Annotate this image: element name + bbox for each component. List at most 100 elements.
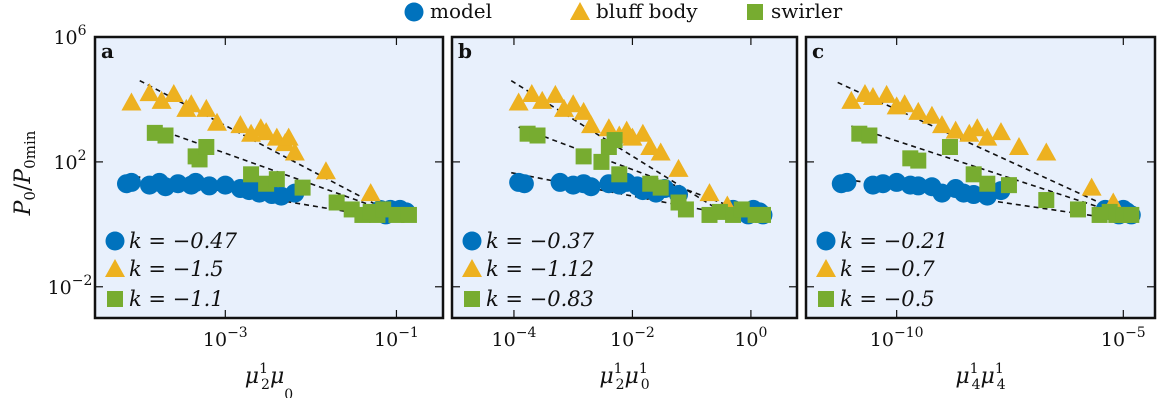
data-point — [241, 123, 262, 142]
data-point — [650, 142, 671, 161]
x-label-sup2: 1 — [639, 361, 648, 377]
legend-label-model: model — [430, 0, 492, 23]
data-point — [593, 153, 610, 170]
x-tick-label-2-exp: 0 — [759, 325, 768, 341]
legend-item-swirler: swirler — [747, 0, 843, 23]
x-tick-label-1: 10−2 — [610, 325, 655, 351]
svg-text:P0/P0min: P0/P0min — [11, 130, 39, 216]
x-label-mu: μ — [955, 364, 969, 389]
x-tick-label-1-base: 10 — [374, 329, 398, 351]
data-point — [921, 105, 942, 124]
k-label-marker — [107, 291, 123, 307]
x-label-mu2: μ — [625, 364, 639, 389]
x-tick-label-0: 10−10 — [870, 325, 924, 351]
data-point — [711, 203, 728, 220]
panel-a: 10−3 10−1ak = −0.47k = −1.5k = −1.1μ1 2μ0 — [93, 35, 445, 398]
data-point — [581, 115, 602, 134]
data-point — [278, 127, 299, 146]
axis-ticks — [95, 36, 443, 318]
x-tick-label-0-base: 10 — [492, 329, 516, 351]
x-label-mu2: μ — [270, 364, 284, 389]
y-tick-label-2: 106 — [53, 23, 86, 49]
y-label-slash: / — [11, 183, 36, 191]
data-point — [191, 151, 208, 168]
legend-marker-model — [404, 2, 424, 22]
data-point — [121, 92, 142, 111]
series-swirler — [519, 125, 771, 223]
data-point — [199, 176, 219, 196]
x-label-sup1: 1 — [970, 361, 979, 377]
data-point — [908, 176, 928, 196]
data-point — [508, 92, 529, 111]
x-tick-label-1-base: 10 — [610, 329, 634, 351]
data-point — [837, 172, 857, 192]
k-label-swirler: k = −1.1 — [107, 287, 224, 311]
x-tick-label-1-base: 10 — [1101, 329, 1125, 351]
data-point — [990, 122, 1011, 141]
data-point — [181, 94, 202, 113]
data-point — [328, 194, 345, 211]
x-tick-label-0-exp: −4 — [516, 325, 537, 341]
x-label-mu: μ — [245, 364, 259, 389]
data-point — [151, 90, 172, 109]
fit-line-bluff-body — [837, 81, 1136, 220]
panel-letter: a — [101, 39, 114, 63]
data-point — [215, 175, 235, 195]
x-label-sub2: 4 — [997, 377, 1006, 393]
x-tick-label-0-exp: −3 — [227, 325, 248, 341]
axis-ticks — [452, 36, 797, 318]
data-point — [121, 172, 141, 192]
panel-frame — [804, 35, 1157, 320]
x-axis-label: μ1 2μ1 0 — [599, 361, 649, 393]
data-point — [945, 120, 966, 139]
x-tick-label-1-exp: −2 — [634, 325, 655, 341]
data-point — [977, 127, 998, 146]
data-point — [163, 83, 184, 102]
k-label-marker — [464, 291, 480, 307]
data-point — [521, 83, 542, 102]
data-point — [733, 201, 750, 218]
x-label-sub1: 2 — [616, 377, 625, 393]
data-point — [1081, 177, 1102, 196]
data-point — [575, 148, 592, 165]
data-point — [894, 94, 915, 113]
data-point — [931, 115, 952, 134]
k-label-text: k = −0.7 — [840, 257, 935, 281]
data-point — [256, 122, 277, 141]
k-label-text: k = −1.12 — [486, 257, 594, 281]
data-point — [554, 98, 575, 117]
k-label-text: k = −0.83 — [486, 287, 594, 311]
data-point — [1123, 206, 1140, 223]
data-point — [529, 127, 546, 144]
k-label-model: k = −0.37 — [462, 229, 595, 253]
data-point — [268, 171, 285, 188]
data-point — [157, 127, 174, 144]
x-label-sup1: 1 — [259, 361, 268, 377]
data-point — [632, 123, 653, 142]
data-point — [581, 177, 601, 197]
data-point — [294, 179, 311, 196]
fit-line-swirler — [851, 125, 1136, 220]
k-label-marker — [462, 231, 482, 251]
y-label-base2: P — [11, 168, 36, 185]
y-tick-label-1-base: 10 — [53, 152, 77, 174]
data-point — [375, 201, 392, 218]
legend-label-bluff-body: bluff body — [596, 0, 698, 23]
k-label-marker — [816, 231, 836, 251]
data-point — [910, 152, 927, 169]
data-point — [677, 201, 694, 218]
y-tick-label-1: 102 — [53, 148, 86, 174]
k-label-marker — [105, 231, 125, 251]
data-point — [563, 94, 584, 113]
k-label-text: k = −1.1 — [129, 287, 224, 311]
data-point — [754, 206, 771, 223]
data-point — [640, 136, 661, 155]
x-tick-label-0-exp: −10 — [894, 325, 924, 341]
panel-frame — [93, 35, 445, 320]
data-point — [388, 206, 405, 223]
legend-item-model: model — [404, 0, 492, 23]
panel-letter: c — [812, 39, 824, 63]
data-point — [400, 206, 417, 223]
